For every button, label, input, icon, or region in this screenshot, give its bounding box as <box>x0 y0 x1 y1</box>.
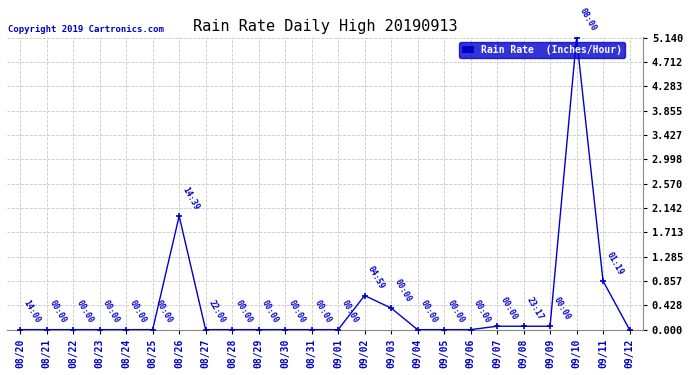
Text: 00:00: 00:00 <box>233 299 254 325</box>
Text: 00:00: 00:00 <box>551 296 572 322</box>
Text: 00:00: 00:00 <box>75 299 95 325</box>
Text: 00:00: 00:00 <box>286 299 307 325</box>
Text: 01:19: 01:19 <box>604 250 624 276</box>
Text: 00:00: 00:00 <box>154 299 175 325</box>
Text: 00:00: 00:00 <box>260 299 280 325</box>
Text: 00:00: 00:00 <box>393 278 413 303</box>
Text: 00:00: 00:00 <box>419 299 440 325</box>
Text: 00:00: 00:00 <box>498 296 519 322</box>
Text: 00:00: 00:00 <box>128 299 148 325</box>
Text: Copyright 2019 Cartronics.com: Copyright 2019 Cartronics.com <box>8 25 164 34</box>
Text: 00:00: 00:00 <box>446 299 466 325</box>
Text: 22:00: 22:00 <box>207 299 227 325</box>
Text: 00:00: 00:00 <box>339 299 359 325</box>
Text: 08:00: 08:00 <box>578 7 598 33</box>
Text: 23:17: 23:17 <box>525 296 545 322</box>
Title: Rain Rate Daily High 20190913: Rain Rate Daily High 20190913 <box>193 20 457 34</box>
Text: 00:00: 00:00 <box>472 299 492 325</box>
Text: 14:00: 14:00 <box>21 299 42 325</box>
Text: 04:59: 04:59 <box>366 265 386 291</box>
Legend: Rain Rate  (Inches/Hour): Rain Rate (Inches/Hour) <box>459 42 625 58</box>
Text: 00:00: 00:00 <box>313 299 333 325</box>
Text: 14:39: 14:39 <box>181 185 201 211</box>
Text: 00:00: 00:00 <box>101 299 121 325</box>
Text: 00:00: 00:00 <box>48 299 68 325</box>
